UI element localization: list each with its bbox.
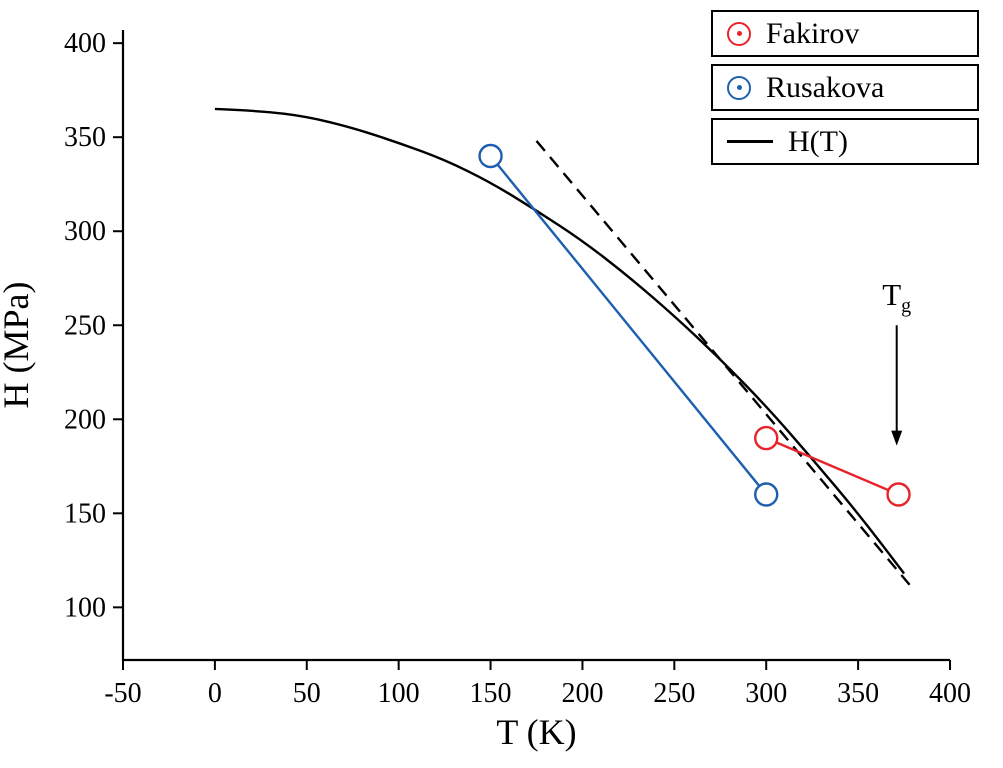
y-axis-title: H (MPa) <box>0 282 36 409</box>
x-axis-title: T (K) <box>496 712 576 752</box>
y-tick-label: 300 <box>64 216 106 247</box>
series-h-t- <box>214 107 906 575</box>
tg-annotation: Tg <box>869 279 925 316</box>
legend: Fakirov Rusakova H(T) <box>711 10 979 165</box>
tg-subscript: g <box>901 294 912 317</box>
fakirov-circle-icon <box>727 21 751 46</box>
series-fakirov-marker <box>754 425 779 451</box>
x-tick-label: 150 <box>470 678 512 709</box>
series-extrapolation <box>535 140 911 586</box>
series-rusakova-marker <box>754 482 779 507</box>
y-tick-label: 150 <box>64 498 106 529</box>
y-tick-label: 250 <box>64 310 106 341</box>
legend-label-ht: H(T) <box>788 124 848 158</box>
tg-label: T <box>882 276 902 312</box>
x-tick-label: 250 <box>653 678 695 709</box>
y-tick-label: 200 <box>64 404 106 435</box>
x-tick-label: -50 <box>104 678 141 709</box>
fakirov-dot-icon <box>736 31 742 36</box>
rusakova-dot-icon <box>736 85 742 90</box>
legend-label-fakirov: Fakirov <box>766 16 860 50</box>
legend-entry-rusakova: Rusakova <box>711 64 979 111</box>
x-tick-label: 200 <box>561 678 603 709</box>
rusakova-circle-icon <box>727 75 751 100</box>
legend-entry-fakirov: Fakirov <box>711 10 979 57</box>
x-tick-label: 300 <box>745 678 787 709</box>
x-tick-label: 400 <box>929 678 971 709</box>
series-rusakova <box>489 155 768 496</box>
legend-entry-ht: H(T) <box>711 118 979 165</box>
y-tick-label: 350 <box>64 122 106 153</box>
x-tick-label: 50 <box>293 678 321 709</box>
y-tick-label: 400 <box>64 28 106 59</box>
series-fakirov <box>765 436 900 496</box>
legend-label-rusakova: Rusakova <box>766 70 885 104</box>
tg-arrowhead-icon <box>891 430 903 446</box>
ht-line-icon <box>727 140 773 143</box>
x-tick-label: 0 <box>208 678 222 709</box>
x-tick-label: 350 <box>837 678 879 709</box>
y-tick-label: 100 <box>64 592 106 623</box>
series-fakirov-marker <box>886 482 911 507</box>
series-rusakova-marker <box>478 143 503 169</box>
x-tick-label: 100 <box>378 678 420 709</box>
